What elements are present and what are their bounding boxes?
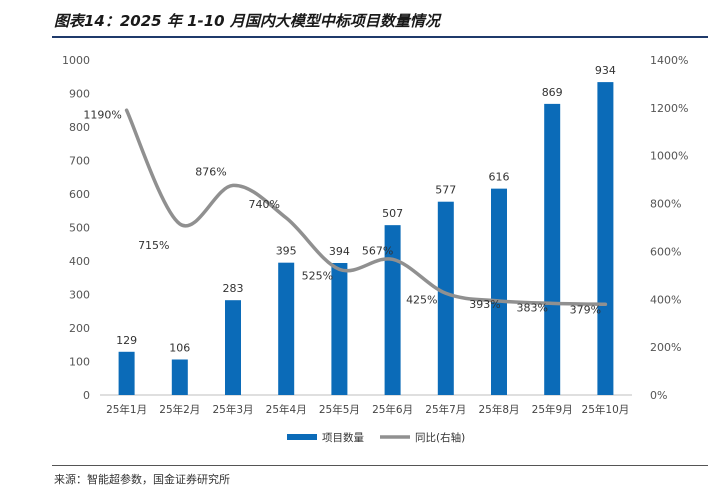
y-right-tick-label: 600% [650,245,681,258]
y-right-axis: 0% 200% 400% 600% 800% 1000% 1200% 1400% [650,54,688,402]
legend-label-bar: 项目数量 [322,431,364,444]
line-value-label: 567% [362,244,393,257]
bar [331,263,348,395]
bar-value-label: 106 [169,341,190,354]
x-tick-label: 25年8月 [478,403,519,416]
bar-value-label: 577 [435,184,456,197]
bar-value-label: 129 [116,334,137,347]
y-left-tick-label: 200 [69,322,90,335]
bar-value-label: 507 [382,207,403,220]
y-left-tick-label: 400 [69,255,90,268]
y-right-tick-label: 1000% [650,150,688,163]
line-value-label: 740% [248,198,279,211]
line-value-label: 393% [469,298,500,311]
bar-value-label: 283 [223,282,244,295]
bar [118,351,135,395]
line-value-label: 1190% [83,108,121,121]
y-left-tick-label: 1000 [62,54,90,67]
legend-swatch-bar [287,434,317,440]
y-right-tick-label: 200% [650,341,681,354]
bar [278,262,295,395]
x-tick-label: 25年6月 [372,403,413,416]
x-tick-label: 25年2月 [159,403,200,416]
line-value-label: 425% [406,293,437,306]
y-left-tick-label: 900 [69,88,90,101]
yoy-line [124,108,608,307]
legend: 项目数量 同比(右轴) [287,431,465,444]
line-value-label: 715% [138,239,169,252]
y-left-tick-label: 0 [83,389,90,402]
bar [384,225,401,395]
y-left-axis: 0 100 200 300 400 500 600 700 800 900 1000 [62,54,90,402]
bar-value-label: 934 [595,64,616,77]
y-right-tick-label: 400% [650,293,681,306]
x-tick-label: 25年9月 [532,403,573,416]
y-right-tick-label: 1200% [650,102,688,115]
footer-rule [52,465,708,466]
line-value-label: 876% [195,165,226,178]
line-value-label: 379% [570,303,601,316]
legend-label-line: 同比(右轴) [415,431,465,444]
title-rule [52,36,708,38]
x-tick-label: 25年10月 [582,403,630,416]
y-left-tick-label: 800 [69,121,90,134]
y-right-tick-label: 1400% [650,54,688,67]
y-left-tick-label: 300 [69,289,90,302]
x-tick-label: 25年1月 [106,403,147,416]
x-tick-label: 25年3月 [212,403,253,416]
bar-series [118,82,614,396]
bar [597,82,614,396]
line-labels: 1190% 715% 876% 740% 525% 567% 425% 393% 383% 379… [83,108,601,316]
figure-title: 图表14：2025 年 1-10 月国内大模型中标项目数量情况 [54,12,440,30]
x-tick-label: 25年5月 [319,403,360,416]
y-left-tick-label: 500 [69,222,90,235]
line-value-label: 383% [516,301,547,314]
x-axis: 25年1月 25年2月 25年3月 25年4月 25年5月 25年6月 25年7月 25年8月… [106,403,629,416]
bar [225,300,241,395]
bar-value-label: 616 [489,171,510,184]
bar [544,103,561,395]
bar-value-label: 394 [329,245,350,258]
y-right-tick-label: 0% [650,389,667,402]
y-left-tick-label: 700 [69,155,90,168]
bar-value-label: 869 [542,86,563,99]
line-value-label: 525% [302,269,333,282]
bar [171,359,188,395]
y-right-tick-label: 800% [650,198,681,211]
bar [491,188,507,395]
y-left-tick-label: 100 [69,356,90,369]
bar [437,201,454,395]
y-left-tick-label: 600 [69,188,90,201]
bar-labels: 129 106 283 395 394 507 577 616 869 934 [116,64,616,354]
x-tick-label: 25年4月 [266,403,307,416]
source-note: 来源：智能超参数，国金证券研究所 [54,473,230,486]
bar-value-label: 395 [276,245,297,258]
x-tick-label: 25年7月 [425,403,466,416]
